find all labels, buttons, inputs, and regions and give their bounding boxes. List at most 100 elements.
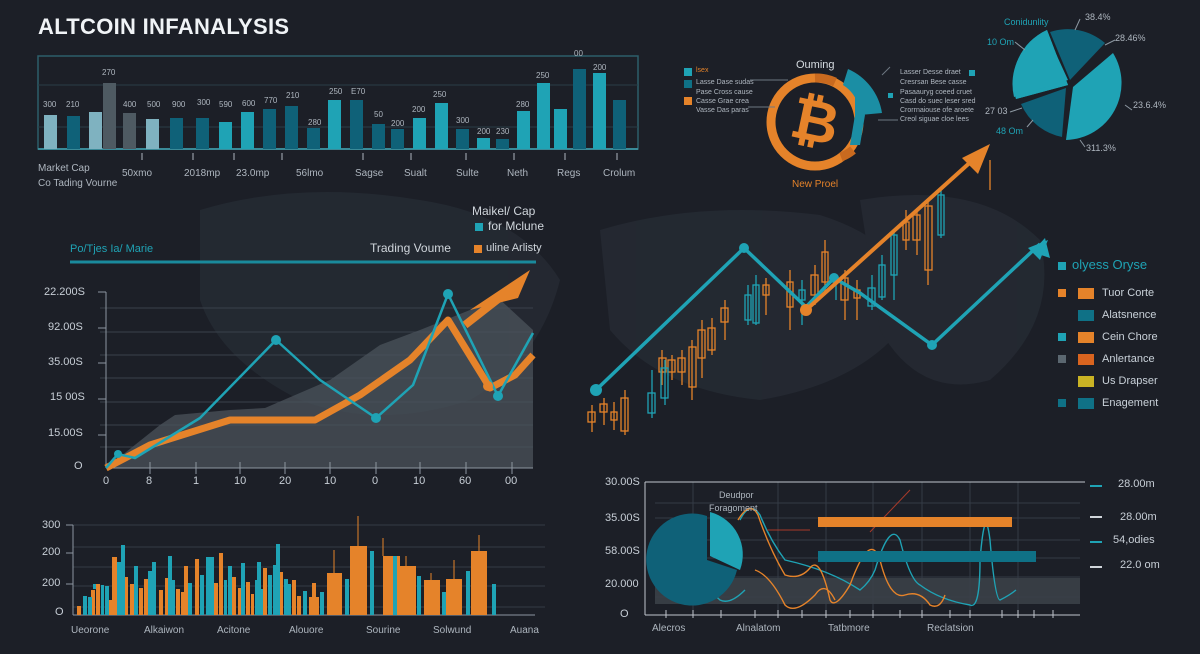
pie-label: 38.4% bbox=[1085, 12, 1111, 22]
x-label: Reclatsion bbox=[927, 623, 974, 634]
legend-label: 22.0 om bbox=[1120, 559, 1160, 571]
legend-label: Alatsnence bbox=[1102, 309, 1157, 321]
legend-label: 28.00m bbox=[1120, 511, 1157, 523]
developer-engagement-plot bbox=[644, 481, 1102, 618]
x-label: Acitone bbox=[217, 625, 251, 636]
x-label: Sualt bbox=[404, 168, 427, 179]
legend-label: Creol siguae cloe lees bbox=[900, 116, 969, 123]
bitcoin-heading: Ouming bbox=[796, 59, 835, 71]
y-tick: O bbox=[74, 460, 83, 472]
legend-swatch bbox=[684, 97, 692, 105]
y-tick: 200 bbox=[42, 546, 61, 558]
x-label: Alkaiwon bbox=[144, 625, 185, 636]
bar-value-label: 600 bbox=[242, 99, 256, 108]
legend-header: Maikel/ Cap bbox=[472, 204, 536, 218]
y-tick: 200 bbox=[42, 577, 61, 589]
x-label: 50xmo bbox=[122, 168, 153, 179]
bar-value-label: 200 bbox=[593, 63, 607, 72]
legend-item: Enagement bbox=[1058, 397, 1158, 409]
legend-swatch-orange bbox=[474, 245, 482, 253]
x-tick: 00 bbox=[505, 475, 518, 487]
x-tick: 60 bbox=[459, 475, 472, 487]
legend-item: Anlertance bbox=[1058, 353, 1155, 365]
x-tick: 0 bbox=[103, 475, 110, 487]
candlestick-panel: olyess Oryse Tuor Corte Alatsnence Cein … bbox=[570, 140, 1200, 450]
x-tick: 1 bbox=[193, 475, 200, 487]
x-label: Sulte bbox=[456, 168, 479, 179]
x-label: 56lmo bbox=[296, 168, 324, 179]
x-label: Ueorone bbox=[71, 625, 110, 636]
legend-dot bbox=[1058, 377, 1066, 385]
legend-label: Pase Cross cause bbox=[696, 89, 753, 96]
pie-title-line2: Foragoment bbox=[709, 503, 758, 513]
legend-header-swatch bbox=[1058, 262, 1066, 270]
y-tick: 15.00S bbox=[48, 427, 83, 439]
legend-label: Casd do suec leser sred bbox=[900, 98, 976, 105]
x-label: Tatbmore bbox=[828, 623, 870, 634]
legend-chip bbox=[1078, 353, 1094, 365]
legend-swatch bbox=[684, 80, 692, 88]
legend-label: Pasaauryg coeed cruet bbox=[900, 89, 972, 96]
legend-dot bbox=[1058, 399, 1066, 407]
y-tick: 30.00S bbox=[605, 476, 640, 488]
x-label: Crolum bbox=[603, 168, 636, 179]
bar-value-label: 270 bbox=[102, 68, 116, 77]
x-tick: 0 bbox=[372, 475, 379, 487]
legend-item: Tuor Corte bbox=[1058, 287, 1154, 299]
bar-value-label: E70 bbox=[351, 87, 366, 96]
line-chart: Po/Tjes Ia/ Marie Maikel/ Cap for Mclune… bbox=[0, 190, 560, 500]
x-label: Sourine bbox=[366, 625, 401, 636]
legend-swatch-cyan bbox=[475, 223, 483, 231]
bottom-bar-chart-plot bbox=[66, 516, 545, 616]
x-label: 2018mp bbox=[184, 168, 221, 179]
bitcoin-panel: ₿ Ouming New Proel lsex Lasse Dase sudas… bbox=[660, 55, 990, 195]
x-label: Alecros bbox=[652, 623, 686, 634]
legend-market-cap: Market Cap bbox=[38, 163, 90, 174]
pie-label: 27 03 bbox=[985, 106, 1008, 116]
legend-item: for Mclune bbox=[488, 219, 545, 233]
legend-label: Vasse Das paras bbox=[696, 107, 749, 114]
legend-item: Cein Chore bbox=[1058, 331, 1158, 343]
legend-swatch bbox=[969, 70, 975, 76]
bar-value-label: 770 bbox=[264, 96, 278, 105]
pie-label: 311.3% bbox=[1086, 143, 1116, 153]
x-label: Sagse bbox=[355, 168, 384, 179]
x-label: Auana bbox=[510, 625, 539, 636]
x-label: Neth bbox=[507, 168, 529, 179]
trading-volume-label: Trading Voume bbox=[370, 241, 451, 255]
legend-label: Anlertance bbox=[1102, 353, 1155, 365]
bar-value-label: 200 bbox=[477, 127, 491, 136]
page-title: ALTCOIN INFANALYSIS bbox=[38, 14, 290, 39]
legend-dot bbox=[1058, 355, 1066, 363]
legend-chip bbox=[1078, 331, 1094, 343]
x-tick: 20 bbox=[279, 475, 292, 487]
x-label: 23.0mp bbox=[236, 168, 270, 179]
x-tick: 10 bbox=[324, 475, 337, 487]
y-tick: O bbox=[620, 608, 629, 620]
legend-chip bbox=[1078, 287, 1094, 299]
pie-title: Conidunlity bbox=[1004, 17, 1049, 27]
y-tick: 35.00S bbox=[48, 356, 83, 368]
x-tick: 8 bbox=[146, 475, 153, 487]
legend-label: Cresrsan Bese casse bbox=[900, 79, 967, 86]
bitcoin-footer: New Proel bbox=[792, 179, 839, 190]
x-tick: 10 bbox=[234, 475, 247, 487]
legend-swatch bbox=[684, 68, 692, 76]
bar-value-label: 400 bbox=[123, 100, 137, 109]
y-tick: 300 bbox=[42, 519, 61, 531]
legend-label: lsex bbox=[696, 67, 709, 74]
legend-label: Cein Chore bbox=[1102, 331, 1158, 343]
pie-label: 23.6.4% bbox=[1133, 100, 1167, 110]
pie-label: 48 Om bbox=[996, 126, 1024, 136]
legend-trading-volume: Co Tading Vourne bbox=[38, 178, 118, 189]
x-label: Alouore bbox=[289, 625, 324, 636]
y-tick: O bbox=[55, 606, 64, 618]
bar-value-label: 250 bbox=[329, 87, 343, 96]
bottom-bar-chart: 300 200 200 O Ueorone Alkaiwon Acitone A… bbox=[0, 500, 560, 654]
bitcoin-donut: ₿ bbox=[748, 66, 898, 171]
y-tick: 58.00S bbox=[605, 545, 640, 557]
legend-item: uline Arlisty bbox=[486, 242, 542, 254]
x-label: Alnalatom bbox=[736, 623, 781, 634]
bar-value-label: 900 bbox=[172, 100, 186, 109]
